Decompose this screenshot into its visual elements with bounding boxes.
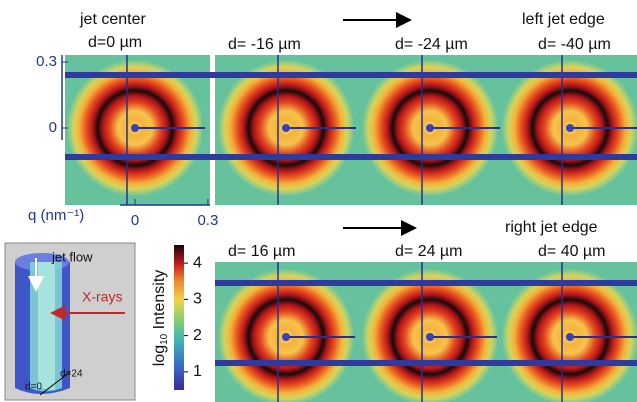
- colorbar-tick-label: 1: [193, 363, 202, 380]
- saxs-panel: [215, 55, 358, 205]
- inset: [4, 242, 136, 401]
- beamstop: [282, 124, 290, 132]
- saxs-panel: [500, 55, 637, 205]
- heading: jet center: [79, 11, 146, 28]
- panels: [65, 55, 637, 402]
- heading: right jet edge: [505, 219, 598, 236]
- saxs-panel: [215, 262, 355, 402]
- saxs-panel: [358, 55, 500, 205]
- guide-band: [215, 280, 637, 286]
- panel-label: d= 16 µm: [228, 243, 295, 260]
- label-part: Intensity: [151, 270, 168, 334]
- colorbar-ticks: 1 2 3 4: [184, 254, 202, 380]
- inset-label: jet flow: [51, 249, 93, 264]
- beamstop: [426, 124, 434, 132]
- colorbar-tick-label: 4: [193, 254, 202, 271]
- label-sub: 10: [159, 333, 170, 345]
- panel-label: d= -16 µm: [228, 36, 301, 53]
- colorbar-tick-label: 2: [193, 327, 202, 344]
- x-tick-label: 0: [131, 212, 139, 229]
- beamstop: [426, 333, 434, 341]
- colorbar-label: log10 Intensity: [151, 270, 169, 367]
- heading: left jet edge: [522, 11, 605, 28]
- inset-label: d=0: [25, 382, 42, 393]
- inset-label: d=24: [60, 369, 83, 380]
- panel-label: d= -24 µm: [395, 36, 468, 53]
- axis-label: q (nm⁻¹): [28, 207, 84, 224]
- colorbar: [174, 245, 184, 390]
- beamstop: [566, 333, 574, 341]
- guide-band: [65, 154, 637, 160]
- axis-ticks: 0 0.3 0.3 0: [36, 53, 218, 229]
- y-tick-label: 0.3: [36, 53, 57, 70]
- y-tick-label: 0: [49, 119, 57, 136]
- colorbar-tick-label: 3: [193, 291, 202, 308]
- beamstop: [282, 333, 290, 341]
- x-tick-label: 0.3: [197, 212, 218, 229]
- beamstop: [566, 124, 574, 132]
- beamstop: [131, 124, 139, 132]
- saxs-panel: [65, 55, 210, 205]
- panel-label: d= 24 µm: [395, 243, 462, 260]
- label-part: log: [151, 345, 168, 366]
- panel-label: d=0 µm: [88, 34, 142, 51]
- panel-label: d= 40 µm: [538, 243, 605, 260]
- guide-band: [215, 360, 637, 366]
- guide-band: [65, 72, 637, 78]
- panel-label: d= -40 µm: [538, 36, 611, 53]
- inset-label: X-rays: [82, 289, 122, 305]
